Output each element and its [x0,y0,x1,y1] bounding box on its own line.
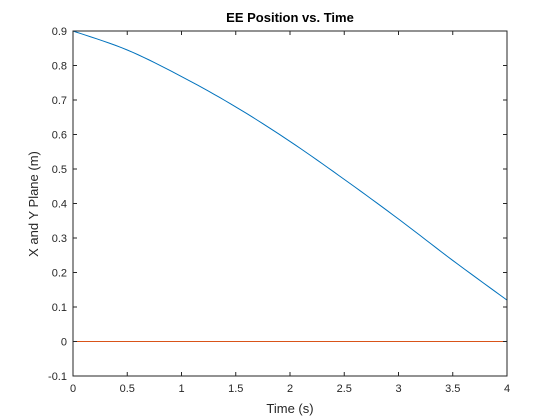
y-tick-label: 0.1 [52,302,67,314]
x-tick-label: 3.5 [445,383,460,395]
x-tick-label: 0 [70,383,76,395]
x-tick-label: 1.5 [228,383,243,395]
y-tick-label: -0.1 [48,371,67,383]
y-tick-label: 0.3 [52,233,67,245]
y-tick-label: 0.2 [52,268,67,280]
x-tick-label: 2 [287,383,293,395]
y-tick-label: 0.9 [52,26,67,38]
y-tick-label: 0.7 [52,95,67,107]
x-tick-label: 0.5 [120,383,135,395]
y-axis-label: X and Y Plane (m) [26,151,41,257]
chart-title: EE Position vs. Time [226,10,354,25]
x-tick-label: 1 [178,383,184,395]
x-tick-label: 4 [504,383,510,395]
plot-area [73,31,507,376]
y-tick-label: 0.5 [52,164,67,176]
x-tick-label: 3 [395,383,401,395]
y-tick-label: 0.4 [52,199,67,211]
y-tick-label: 0.8 [52,61,67,73]
x-tick-label: 2.5 [337,383,352,395]
x-axis-label: Time (s) [266,401,313,416]
y-tick-label: 0 [61,337,67,349]
y-tick-label: 0.6 [52,130,67,142]
